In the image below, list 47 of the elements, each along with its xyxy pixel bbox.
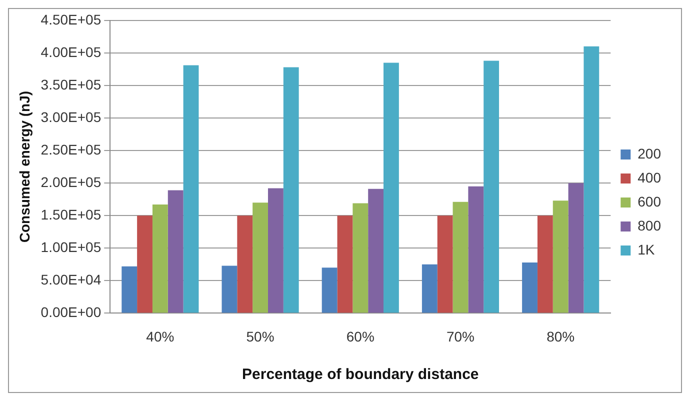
y-tick-label: 0.00E+00 (40, 304, 102, 320)
legend-label: 800 (638, 217, 662, 234)
bar (537, 216, 553, 313)
y-tick-label: 4.00E+05 (40, 44, 102, 60)
y-tick-label: 3.50E+05 (40, 76, 102, 92)
bar (484, 60, 500, 313)
x-tick-label: 50% (246, 328, 274, 344)
y-tick-label: 5.00E+04 (40, 272, 102, 288)
y-tick-label: 1.50E+05 (40, 206, 102, 222)
bar (122, 266, 138, 313)
y-tick-label: 4.50E+05 (40, 11, 102, 28)
bar (222, 266, 238, 313)
bar (168, 190, 184, 313)
bar (268, 188, 284, 313)
bar (283, 67, 299, 313)
x-axis-title: Percentage of boundary distance (242, 366, 479, 384)
bar (552, 200, 568, 313)
x-tick-label: 80% (546, 328, 575, 344)
legend-label: 400 (638, 169, 662, 186)
x-tick-label: 60% (346, 328, 374, 344)
bar (468, 186, 484, 313)
legend-label: 200 (638, 145, 662, 162)
bar (568, 183, 584, 313)
bar (368, 188, 384, 313)
x-tick-label: 70% (446, 328, 475, 344)
bar (183, 65, 199, 313)
bar (137, 216, 152, 313)
bar (584, 46, 600, 313)
bar (237, 216, 253, 313)
bar (422, 264, 438, 313)
bar (337, 216, 353, 313)
bar (522, 262, 538, 313)
bar (252, 202, 268, 313)
bar (352, 203, 368, 313)
bar (384, 62, 399, 313)
y-axis-title: Consumed energy (nJ) (16, 90, 32, 243)
legend-label: 1K (638, 241, 656, 258)
y-tick-label: 3.00E+05 (40, 108, 102, 125)
bar (322, 268, 338, 313)
y-tick-label: 1.00E+05 (40, 238, 102, 255)
bar (152, 204, 168, 313)
bar (452, 202, 468, 313)
x-tick-label: 40% (146, 328, 174, 344)
legend-label: 600 (638, 193, 662, 210)
y-tick-label: 2.00E+05 (40, 174, 102, 190)
y-tick-label: 2.50E+05 (40, 141, 102, 158)
bar (437, 216, 453, 313)
